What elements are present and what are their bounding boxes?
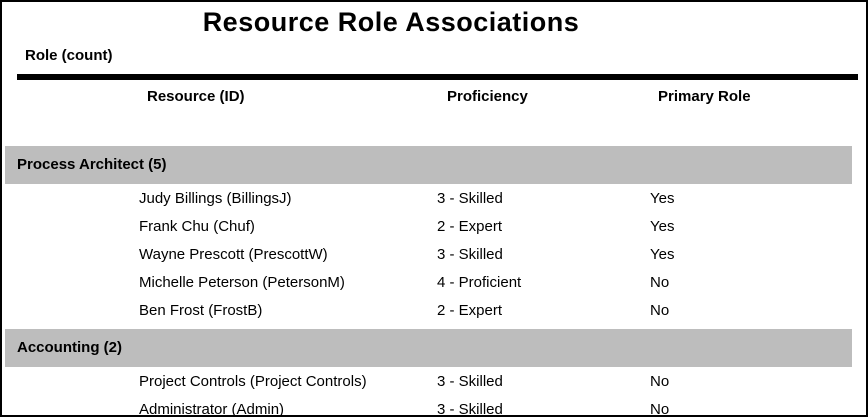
- proficiency-cell: 3 - Skilled: [437, 189, 503, 207]
- column-header-primary-role: Primary Role: [658, 87, 751, 105]
- table-row: Judy Billings (BillingsJ) 3 - Skilled Ye…: [2, 184, 866, 212]
- primary-role-cell: No: [650, 400, 670, 417]
- proficiency-cell: 4 - Proficient: [437, 273, 522, 291]
- primary-role-cell: Yes: [650, 217, 675, 235]
- table-row: Ben Frost (FrostB) 2 - Expert No: [2, 296, 866, 324]
- resource-cell: Frank Chu (Chuf): [139, 217, 255, 235]
- proficiency-cell: 3 - Skilled: [437, 400, 503, 417]
- primary-role-cell: No: [650, 301, 670, 319]
- resource-cell: Administrator (Admin): [139, 400, 285, 417]
- group-column-label: Role (count): [25, 47, 113, 64]
- column-header-resource: Resource (ID): [147, 87, 245, 105]
- resource-cell: Judy Billings (BillingsJ): [139, 189, 292, 207]
- table-row: Administrator (Admin) 3 - Skilled No: [2, 395, 866, 417]
- primary-role-cell: No: [650, 273, 670, 291]
- group-header-process-architect: Process Architect (5): [5, 146, 852, 184]
- column-header-proficiency: Proficiency: [447, 87, 528, 105]
- resource-cell: Ben Frost (FrostB): [139, 301, 263, 319]
- table-row: Frank Chu (Chuf) 2 - Expert Yes: [2, 212, 866, 240]
- resource-cell: Wayne Prescott (PrescottW): [139, 245, 328, 263]
- proficiency-cell: 3 - Skilled: [437, 372, 503, 390]
- table-row: Wayne Prescott (PrescottW) 3 - Skilled Y…: [2, 240, 866, 268]
- resource-cell: Project Controls (Project Controls): [139, 372, 367, 390]
- primary-role-cell: Yes: [650, 245, 675, 263]
- table-row: Project Controls (Project Controls) 3 - …: [2, 367, 866, 395]
- group-header-accounting: Accounting (2): [5, 329, 852, 367]
- header-rule-divider: [17, 74, 858, 80]
- table-row: Michelle Peterson (PetersonM) 4 - Profic…: [2, 268, 866, 296]
- proficiency-cell: 2 - Expert: [437, 217, 503, 235]
- resource-cell: Michelle Peterson (PetersonM): [139, 273, 345, 291]
- report-title: Resource Role Associations: [202, 7, 580, 37]
- proficiency-cell: 2 - Expert: [437, 301, 503, 319]
- table-header-row: Resource (ID) Proficiency Primary Role: [2, 87, 866, 105]
- proficiency-cell: 3 - Skilled: [437, 245, 503, 263]
- primary-role-cell: No: [650, 372, 670, 390]
- primary-role-cell: Yes: [650, 189, 675, 207]
